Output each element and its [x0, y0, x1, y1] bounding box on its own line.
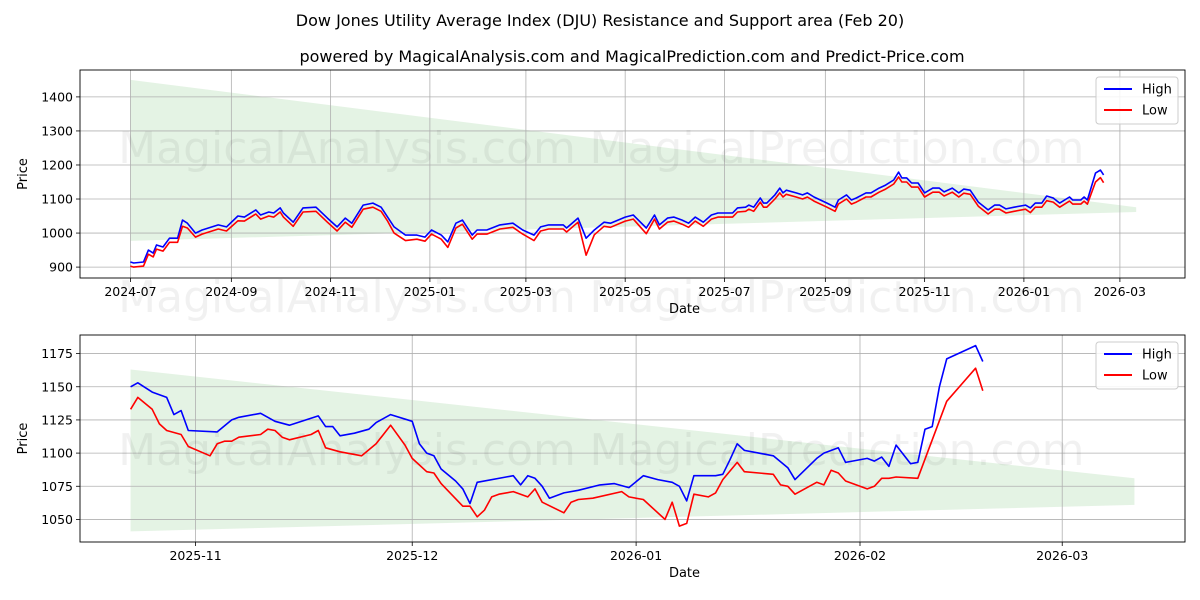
y-tick-label: 1000 — [41, 226, 73, 241]
y-tick-label: 1300 — [41, 123, 73, 138]
legend: High Low — [1095, 341, 1179, 390]
x-tick-label: 2026-01 — [610, 548, 662, 563]
legend-label-low: Low — [1142, 369, 1168, 384]
y-axis-label: Price — [16, 423, 31, 455]
x-tick-label: 2025-05 — [599, 284, 651, 299]
figure-subtitle: powered by MagicalAnalysis.com and Magic… — [299, 47, 964, 66]
x-tick-label: 2025-03 — [500, 284, 552, 299]
axes-frame — [79, 334, 1186, 543]
y-tick-label: 1050 — [41, 512, 73, 527]
legend-label-high: High — [1142, 83, 1172, 98]
axes-frame — [79, 69, 1186, 279]
y-tick-label: 1150 — [41, 379, 73, 394]
series-line-low — [129, 367, 984, 527]
figure-title: Dow Jones Utility Average Index (DJU) Re… — [296, 11, 904, 30]
y-tick-label: 1100 — [41, 446, 73, 461]
watermark-text: MagicalAnalysis.com — [118, 425, 576, 476]
watermark-text: MagicalPrediction.com — [590, 425, 1085, 476]
y-tick-label: 1400 — [41, 89, 73, 104]
series-line-high — [130, 169, 1105, 264]
legend-label-high: High — [1142, 348, 1172, 363]
x-tick-label: 2025-01 — [404, 284, 456, 299]
y-tick-label: 1200 — [41, 157, 73, 172]
resistance-support-band — [130, 369, 1135, 532]
watermark-text: MagicalPrediction.com — [590, 272, 1085, 323]
x-tick-label: 2025-11 — [898, 284, 950, 299]
resistance-support-band — [130, 79, 1137, 241]
x-axis-label: Date — [669, 566, 700, 581]
y-tick-label: 1075 — [41, 479, 73, 494]
watermark-text: MagicalAnalysis.com — [118, 272, 576, 323]
chart-recent-zoom: 2025-11 2025-12 2026-01 2026-02 2026-03 1050 1… — [16, 334, 1186, 581]
x-axis-label: Date — [669, 302, 700, 317]
y-tick-label: 900 — [49, 260, 73, 275]
y-axis-label: Price — [16, 158, 31, 190]
y-tick-label: 1100 — [41, 192, 73, 207]
x-tick-label: 2025-09 — [799, 284, 851, 299]
watermark-text: MagicalAnalysis.com — [118, 123, 576, 174]
x-tick-label: 2024-11 — [305, 284, 357, 299]
series-line-low — [130, 176, 1105, 268]
legend: High Low — [1095, 76, 1179, 125]
y-tick-label: 1175 — [41, 346, 73, 361]
x-tick-label: 2026-02 — [834, 548, 886, 563]
x-tick-label: 2026-03 — [1036, 548, 1088, 563]
chart-full-history: 2024-07 2024-09 2024-11 2025-01 2025-03 2025-… — [16, 69, 1186, 323]
x-tick-label: 2026-01 — [998, 284, 1050, 299]
x-tick-label: 2026-03 — [1094, 284, 1146, 299]
x-tick-label: 2025-07 — [698, 284, 750, 299]
x-tick-label: 2025-12 — [386, 548, 438, 563]
y-tick-label: 1125 — [41, 412, 73, 427]
x-tick-label: 2024-09 — [205, 284, 257, 299]
legend-label-low: Low — [1142, 104, 1168, 119]
x-tick-label: 2025-11 — [169, 548, 221, 563]
x-tick-label: 2024-07 — [104, 284, 156, 299]
watermark-text: MagicalPrediction.com — [590, 123, 1085, 174]
series-line-high — [130, 344, 984, 505]
